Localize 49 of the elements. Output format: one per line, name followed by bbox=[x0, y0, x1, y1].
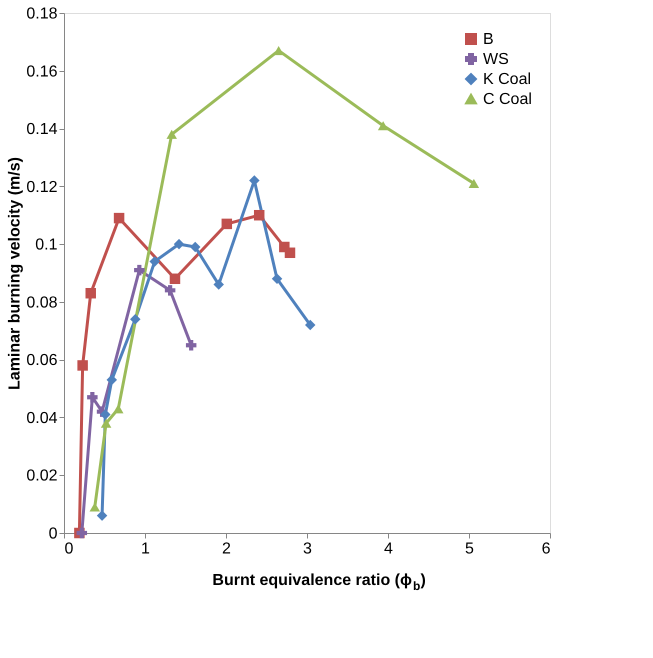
point bbox=[106, 374, 118, 386]
legend-label: K Coal bbox=[483, 71, 532, 88]
x-tick-label: 1 bbox=[141, 540, 150, 558]
y-tick-label: 0.18 bbox=[26, 6, 58, 22]
y-tick-label: 0.04 bbox=[26, 410, 58, 427]
point bbox=[87, 392, 98, 402]
y-tick-label: 0 bbox=[48, 526, 58, 542]
point bbox=[272, 274, 282, 284]
point bbox=[186, 340, 196, 350]
point bbox=[114, 212, 124, 224]
point bbox=[284, 248, 296, 258]
point bbox=[174, 238, 184, 250]
y-tick-label: 0.02 bbox=[26, 468, 58, 485]
point bbox=[170, 274, 180, 284]
legend-label: WS bbox=[483, 51, 509, 68]
x-tick-label: 2 bbox=[222, 540, 232, 558]
point bbox=[213, 279, 224, 290]
y-tick-label: 0.06 bbox=[26, 352, 58, 370]
point bbox=[222, 218, 232, 230]
point bbox=[304, 320, 316, 330]
x-tick-label: 5 bbox=[465, 540, 474, 558]
point bbox=[130, 314, 141, 324]
y-axis-title: Laminar burning velocity (m/s) bbox=[6, 157, 24, 390]
point bbox=[113, 404, 124, 414]
point bbox=[96, 510, 108, 521]
legend-label: C Coal bbox=[483, 91, 532, 108]
point bbox=[190, 242, 200, 252]
y-tick-label: 0.14 bbox=[26, 121, 58, 138]
point bbox=[77, 360, 88, 371]
legend-label: B bbox=[483, 31, 494, 48]
point bbox=[134, 264, 145, 276]
point bbox=[76, 528, 88, 538]
y-tick-label: 0.1 bbox=[35, 236, 58, 254]
y-tick-label: 0.08 bbox=[26, 294, 58, 312]
point bbox=[468, 178, 480, 188]
point bbox=[100, 418, 112, 428]
x-tick-label: 0 bbox=[64, 540, 74, 558]
point bbox=[378, 121, 388, 130]
x-tick-label: 4 bbox=[384, 540, 394, 558]
x-tick-label: 3 bbox=[303, 540, 312, 558]
point bbox=[100, 409, 111, 420]
point bbox=[85, 288, 96, 298]
point bbox=[254, 210, 264, 220]
point bbox=[166, 130, 177, 139]
x-tick-label: 6 bbox=[542, 540, 551, 558]
y-tick-label: 0.12 bbox=[26, 178, 58, 196]
point bbox=[149, 256, 160, 267]
point bbox=[164, 285, 176, 296]
y-tick-label: 0.16 bbox=[26, 63, 58, 80]
